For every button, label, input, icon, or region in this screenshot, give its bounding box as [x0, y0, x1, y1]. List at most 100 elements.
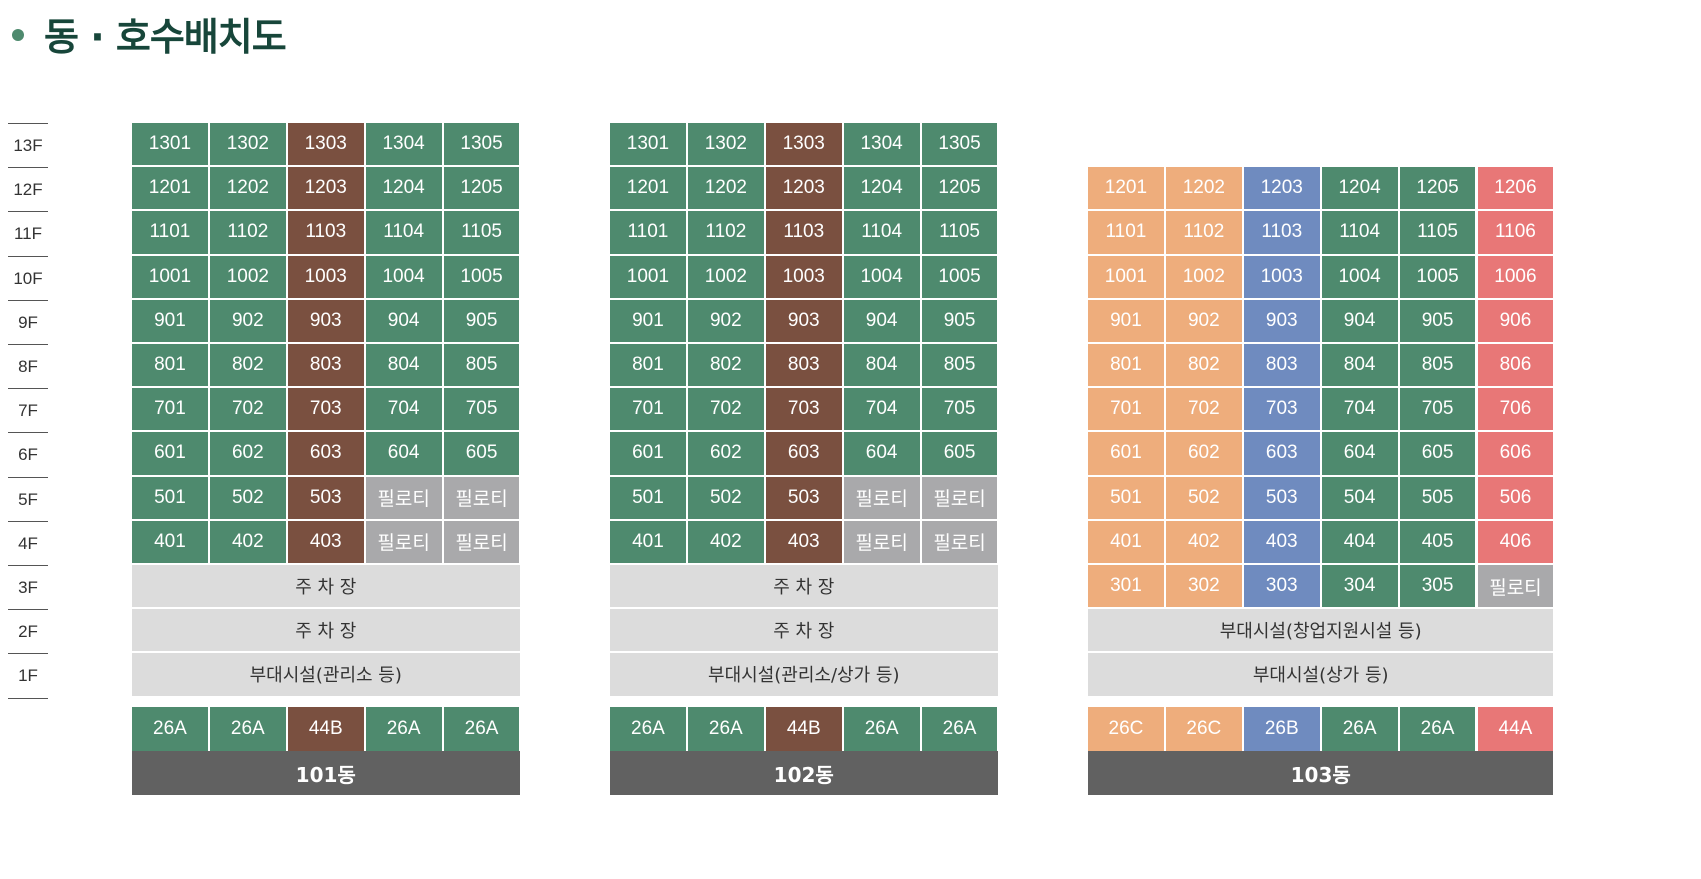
unit-cell[interactable]: 1003	[1243, 255, 1322, 300]
unit-cell[interactable]: 1002	[1165, 255, 1244, 300]
unit-cell[interactable]: 603	[1243, 432, 1322, 477]
unit-cell[interactable]: 1101	[132, 211, 210, 256]
unit-cell[interactable]: 1204	[1321, 167, 1400, 212]
unit-cell[interactable]: 603	[287, 432, 366, 477]
unit-cell[interactable]: 604	[1321, 432, 1400, 477]
unit-cell[interactable]: 705	[921, 388, 1000, 433]
unit-cell[interactable]: 905	[921, 299, 1000, 344]
unit-cell[interactable]: 1001	[1088, 255, 1166, 300]
unit-cell[interactable]: 1303	[765, 123, 844, 168]
unit-cell[interactable]: 1104	[843, 211, 922, 256]
unit-cell[interactable]: 1105	[1399, 211, 1478, 256]
unit-cell[interactable]: 1205	[921, 167, 1000, 212]
unit-cell[interactable]: 1102	[209, 211, 288, 256]
unit-cell[interactable]: 904	[1321, 299, 1400, 344]
unit-cell[interactable]: 805	[1399, 344, 1478, 389]
unit-cell[interactable]: 1001	[132, 255, 210, 300]
unit-cell[interactable]: 703	[287, 388, 366, 433]
unit-cell[interactable]: 402	[687, 520, 766, 565]
unit-cell[interactable]: 501	[132, 476, 210, 521]
unit-cell[interactable]: 401	[1088, 520, 1166, 565]
unit-cell[interactable]: 801	[132, 344, 210, 389]
unit-cell[interactable]: 801	[610, 344, 688, 389]
unit-cell[interactable]: 1005	[443, 255, 522, 300]
unit-cell[interactable]: 905	[1399, 299, 1478, 344]
unit-cell[interactable]: 402	[1165, 520, 1244, 565]
unit-cell[interactable]: 502	[687, 476, 766, 521]
unit-cell[interactable]: 1201	[610, 167, 688, 212]
unit-cell[interactable]: 703	[1243, 388, 1322, 433]
unit-cell[interactable]: 506	[1477, 476, 1556, 521]
unit-cell[interactable]: 801	[1088, 344, 1166, 389]
unit-cell[interactable]: 1303	[287, 123, 366, 168]
unit-cell[interactable]: 1302	[209, 123, 288, 168]
unit-cell[interactable]: 1104	[365, 211, 444, 256]
unit-cell[interactable]: 903	[1243, 299, 1322, 344]
unit-cell[interactable]: 1004	[1321, 255, 1400, 300]
unit-cell[interactable]: 906	[1477, 299, 1556, 344]
unit-cell[interactable]: 1305	[921, 123, 1000, 168]
unit-cell[interactable]: 404	[1321, 520, 1400, 565]
unit-cell[interactable]: 1201	[132, 167, 210, 212]
pilotis-cell[interactable]: 필로티	[921, 476, 1000, 521]
pilotis-cell[interactable]: 필로티	[365, 476, 444, 521]
unit-cell[interactable]: 503	[1243, 476, 1322, 521]
unit-cell[interactable]: 1006	[1477, 255, 1556, 300]
unit-cell[interactable]: 301	[1088, 565, 1166, 610]
unit-cell[interactable]: 1202	[687, 167, 766, 212]
unit-cell[interactable]: 804	[365, 344, 444, 389]
unit-cell[interactable]: 705	[443, 388, 522, 433]
unit-cell[interactable]: 1206	[1477, 167, 1556, 212]
unit-cell[interactable]: 403	[287, 520, 366, 565]
unit-cell[interactable]: 1301	[610, 123, 688, 168]
unit-cell[interactable]: 305	[1399, 565, 1478, 610]
unit-cell[interactable]: 803	[1243, 344, 1322, 389]
unit-cell[interactable]: 1202	[209, 167, 288, 212]
unit-cell[interactable]: 403	[1243, 520, 1322, 565]
unit-cell[interactable]: 905	[443, 299, 522, 344]
unit-cell[interactable]: 1002	[687, 255, 766, 300]
unit-cell[interactable]: 903	[765, 299, 844, 344]
unit-cell[interactable]: 802	[209, 344, 288, 389]
unit-cell[interactable]: 502	[1165, 476, 1244, 521]
unit-cell[interactable]: 1106	[1477, 211, 1556, 256]
unit-cell[interactable]: 901	[1088, 299, 1166, 344]
unit-cell[interactable]: 606	[1477, 432, 1556, 477]
unit-cell[interactable]: 604	[843, 432, 922, 477]
pilotis-cell[interactable]: 필로티	[843, 476, 922, 521]
unit-cell[interactable]: 1001	[610, 255, 688, 300]
unit-cell[interactable]: 502	[209, 476, 288, 521]
unit-cell[interactable]: 1101	[610, 211, 688, 256]
unit-cell[interactable]: 401	[610, 520, 688, 565]
unit-cell[interactable]: 602	[687, 432, 766, 477]
unit-cell[interactable]: 1101	[1088, 211, 1166, 256]
unit-cell[interactable]: 302	[1165, 565, 1244, 610]
unit-cell[interactable]: 1103	[1243, 211, 1322, 256]
unit-cell[interactable]: 601	[132, 432, 210, 477]
unit-cell[interactable]: 702	[687, 388, 766, 433]
unit-cell[interactable]: 701	[132, 388, 210, 433]
unit-cell[interactable]: 902	[687, 299, 766, 344]
unit-cell[interactable]: 802	[1165, 344, 1244, 389]
pilotis-cell[interactable]: 필로티	[843, 520, 922, 565]
unit-cell[interactable]: 804	[1321, 344, 1400, 389]
unit-cell[interactable]: 1003	[287, 255, 366, 300]
unit-cell[interactable]: 703	[765, 388, 844, 433]
unit-cell[interactable]: 304	[1321, 565, 1400, 610]
pilotis-cell[interactable]: 필로티	[443, 476, 522, 521]
unit-cell[interactable]: 402	[209, 520, 288, 565]
unit-cell[interactable]: 603	[765, 432, 844, 477]
unit-cell[interactable]: 1102	[687, 211, 766, 256]
unit-cell[interactable]: 901	[610, 299, 688, 344]
unit-cell[interactable]: 1104	[1321, 211, 1400, 256]
unit-cell[interactable]: 902	[1165, 299, 1244, 344]
unit-cell[interactable]: 704	[843, 388, 922, 433]
unit-cell[interactable]: 601	[1088, 432, 1166, 477]
unit-cell[interactable]: 904	[365, 299, 444, 344]
unit-cell[interactable]: 604	[365, 432, 444, 477]
unit-cell[interactable]: 702	[209, 388, 288, 433]
unit-cell[interactable]: 902	[209, 299, 288, 344]
unit-cell[interactable]: 805	[443, 344, 522, 389]
unit-cell[interactable]: 1102	[1165, 211, 1244, 256]
unit-cell[interactable]: 1204	[843, 167, 922, 212]
